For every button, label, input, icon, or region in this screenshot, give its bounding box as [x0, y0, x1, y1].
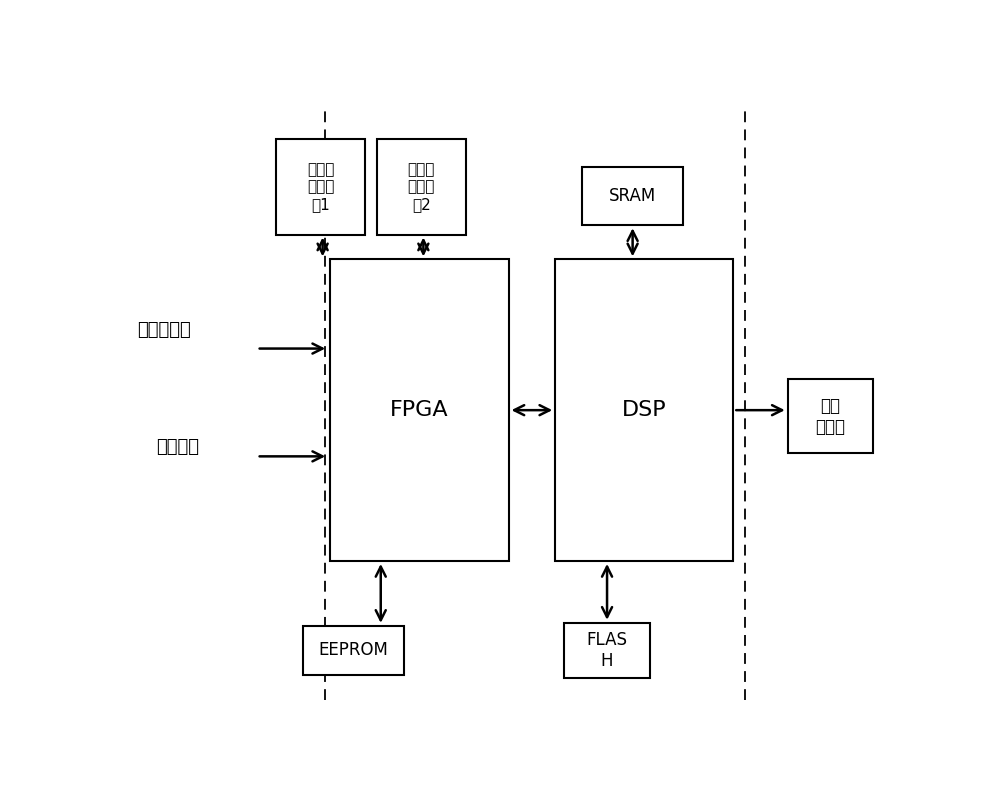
- Bar: [788, 379, 873, 454]
- Text: EEPROM: EEPROM: [319, 642, 389, 659]
- Text: 红外图像: 红外图像: [156, 438, 199, 456]
- Text: 可见光图像: 可见光图像: [137, 321, 190, 339]
- Text: FLAS
H: FLAS H: [587, 631, 628, 670]
- Text: 尺度校
正存储
器2: 尺度校 正存储 器2: [408, 162, 435, 212]
- Bar: [555, 259, 733, 561]
- Text: 尺度校
正存储
器1: 尺度校 正存储 器1: [307, 162, 334, 212]
- Bar: [303, 626, 404, 675]
- Text: FPGA: FPGA: [390, 400, 449, 420]
- Bar: [276, 139, 365, 234]
- Text: 图像
编码器: 图像 编码器: [815, 397, 845, 436]
- Bar: [330, 259, 509, 561]
- Bar: [582, 167, 683, 226]
- Text: SRAM: SRAM: [609, 187, 656, 205]
- Bar: [377, 139, 466, 234]
- Bar: [564, 622, 650, 678]
- Text: DSP: DSP: [622, 400, 667, 420]
